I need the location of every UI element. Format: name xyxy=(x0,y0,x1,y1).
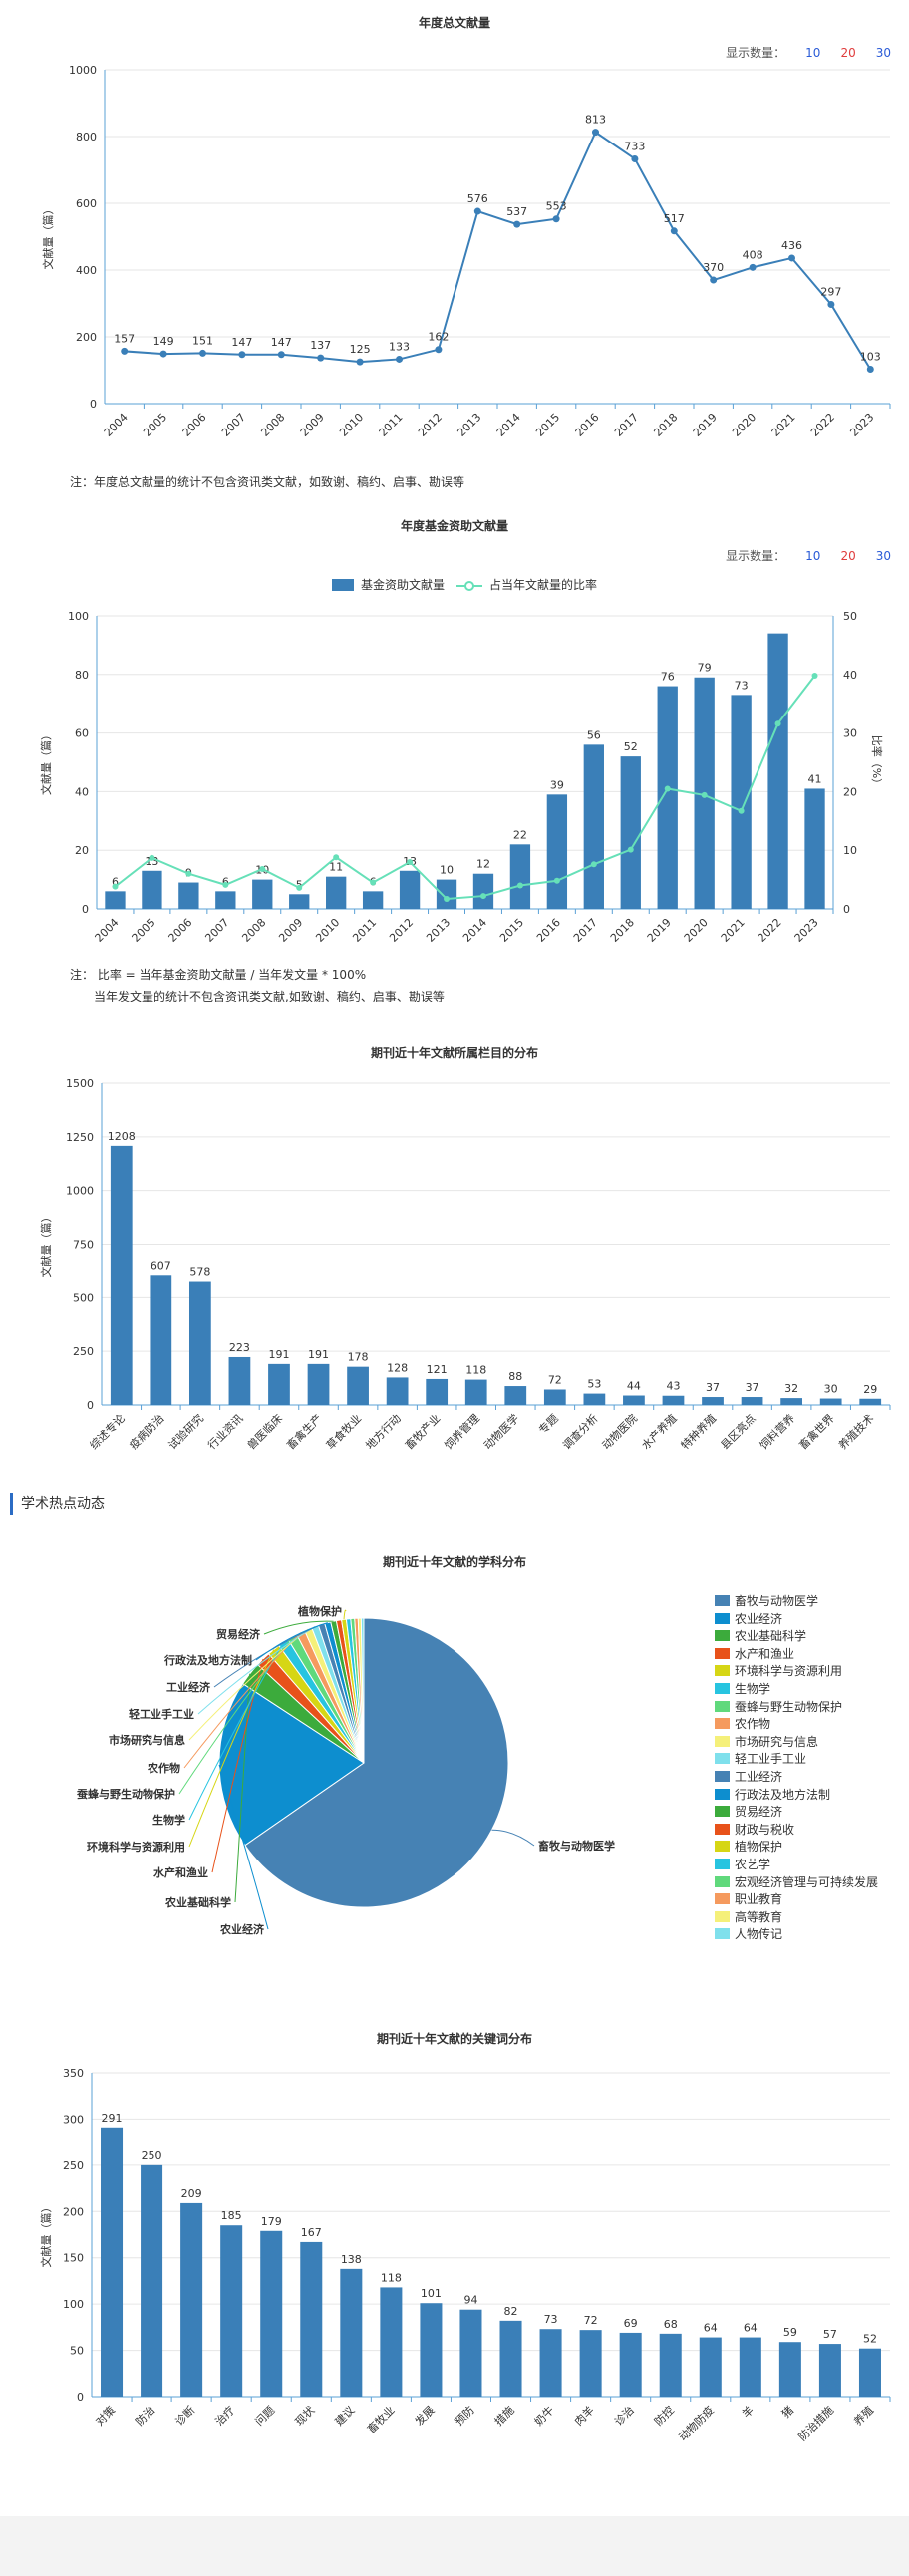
x-tick-label: 措施 xyxy=(491,2403,516,2428)
x-tick-label: 建议 xyxy=(332,2403,357,2428)
bar xyxy=(620,2333,642,2397)
bar xyxy=(859,2349,881,2397)
bar xyxy=(380,2287,402,2397)
bar-label: 64 xyxy=(744,2322,758,2335)
y-tick-label: 0 xyxy=(77,2391,84,2404)
x-tick-label: 现状 xyxy=(292,2403,317,2428)
bar-label: 82 xyxy=(504,2305,518,2318)
bar-label: 52 xyxy=(863,2333,877,2346)
bar xyxy=(700,2338,722,2397)
bar xyxy=(740,2338,761,2397)
x-tick-label: 诊断 xyxy=(172,2403,197,2428)
y-tick-label: 100 xyxy=(63,2298,84,2311)
x-tick-label: 防治措施 xyxy=(795,2403,836,2443)
bar xyxy=(260,2231,282,2397)
bar-label: 185 xyxy=(221,2209,242,2222)
y-tick-label: 150 xyxy=(63,2252,84,2265)
bar xyxy=(459,2310,481,2397)
bar-label: 69 xyxy=(624,2317,638,2330)
bar-label: 291 xyxy=(102,2112,123,2125)
y-tick-label: 350 xyxy=(63,2067,84,2080)
y-tick-label: 300 xyxy=(63,2113,84,2126)
x-tick-label: 防治 xyxy=(133,2403,157,2428)
bar xyxy=(420,2303,442,2397)
bar xyxy=(101,2128,123,2397)
bar-label: 73 xyxy=(544,2313,558,2326)
bar-label: 118 xyxy=(381,2271,402,2284)
bar-label: 167 xyxy=(301,2226,322,2239)
bar-label: 72 xyxy=(584,2314,598,2327)
chart5-svg: 0 50 100 150 200 250 300 350 对策 防治 诊断 治疗 问题 现状 建议 畜牧业 发展… xyxy=(0,0,909,2461)
bar xyxy=(819,2344,841,2397)
bar xyxy=(300,2242,322,2397)
bar-label: 94 xyxy=(463,2294,477,2307)
bar xyxy=(220,2225,242,2397)
chart5-plot: 0 50 100 150 200 250 300 350 对策 防治 诊断 治疗 问题 现状 建议 畜牧业 发展… xyxy=(0,0,909,2461)
bar xyxy=(180,2203,202,2397)
x-tick-label: 对策 xyxy=(93,2403,118,2428)
x-tick-label: 诊治 xyxy=(611,2403,636,2428)
y-axis-title: 文献量（篇） xyxy=(39,2202,53,2268)
bar-label: 101 xyxy=(421,2287,442,2300)
bar xyxy=(340,2269,362,2397)
bar xyxy=(580,2330,602,2397)
page-footer xyxy=(0,2516,909,2576)
x-tick-label: 猪 xyxy=(779,2404,796,2421)
x-tick-label: 畜牧业 xyxy=(364,2403,397,2435)
bar-label: 138 xyxy=(341,2253,362,2266)
x-tick-label: 防控 xyxy=(651,2403,676,2428)
x-tick-label: 治疗 xyxy=(212,2403,237,2428)
bar-label: 64 xyxy=(704,2322,718,2335)
bar xyxy=(540,2329,562,2397)
bar xyxy=(141,2165,162,2397)
x-tick-label: 羊 xyxy=(739,2403,757,2421)
bar-label: 209 xyxy=(181,2187,202,2200)
x-tick-label: 问题 xyxy=(253,2404,278,2429)
x-tick-label: 动物防疫 xyxy=(676,2403,717,2443)
x-tick-label: 养殖 xyxy=(851,2403,876,2428)
bar xyxy=(779,2342,801,2397)
bar-label: 59 xyxy=(783,2326,797,2339)
x-tick-label: 肉羊 xyxy=(571,2403,596,2428)
x-tick-label: 预防 xyxy=(452,2403,476,2428)
bar-label: 250 xyxy=(142,2149,162,2162)
y-tick-label: 200 xyxy=(63,2205,84,2218)
bar xyxy=(660,2334,682,2397)
bar xyxy=(500,2321,522,2397)
y-tick-label: 250 xyxy=(63,2159,84,2172)
x-tick-label: 奶牛 xyxy=(531,2403,556,2428)
bar-label: 68 xyxy=(664,2318,678,2331)
bar-label: 179 xyxy=(261,2215,282,2228)
y-tick-label: 50 xyxy=(70,2345,84,2358)
bar-label: 57 xyxy=(823,2328,837,2341)
x-tick-label: 发展 xyxy=(412,2403,437,2428)
